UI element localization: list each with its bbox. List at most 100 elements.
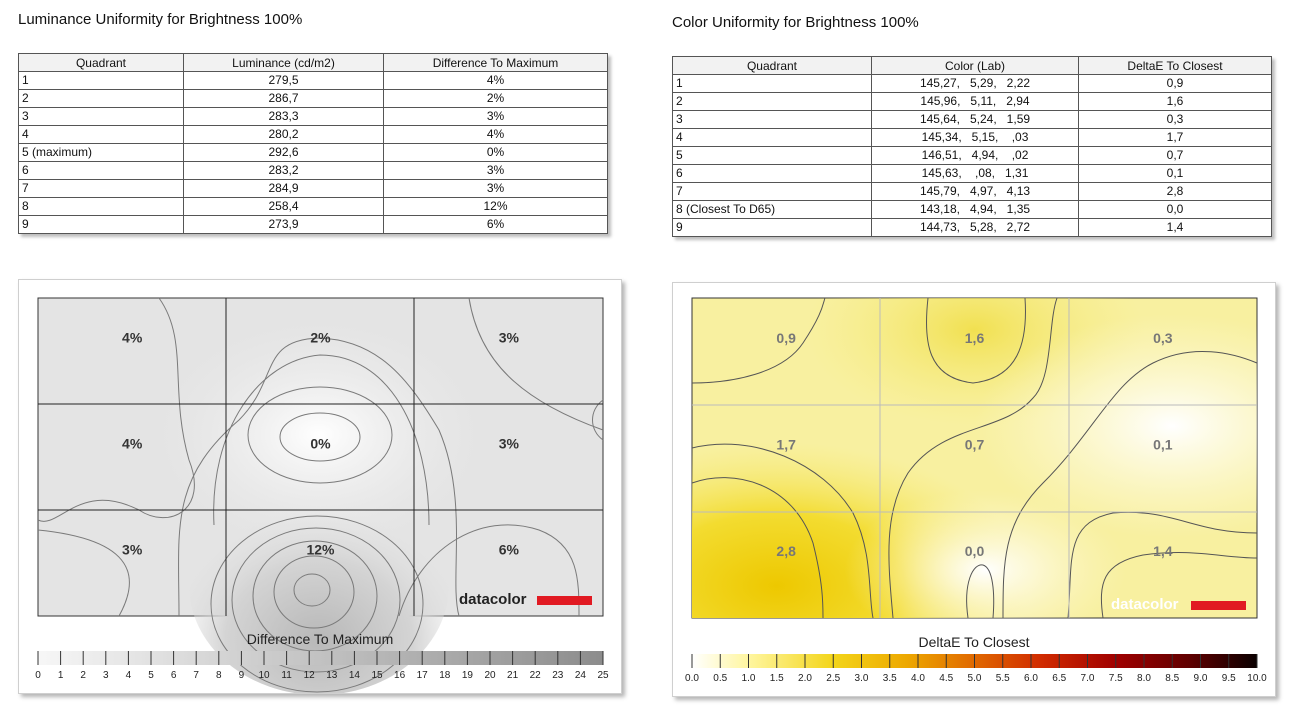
table-row: 4 280,2 4% bbox=[18, 125, 608, 144]
table-row: 6 283,2 3% bbox=[18, 161, 608, 180]
scale-tick-label: 0 bbox=[35, 670, 41, 681]
table-cell: 4 bbox=[18, 125, 184, 144]
scale-tick-label: 8.5 bbox=[1165, 673, 1179, 684]
datacolor-logo: datacolor bbox=[459, 591, 592, 608]
table-cell: 143,18, 4,94, 1,35 bbox=[871, 200, 1079, 219]
table-cell: 145,63, ,08, 1,31 bbox=[871, 164, 1079, 183]
table-cell: 146,51, 4,94, ,02 bbox=[871, 146, 1079, 165]
table-cell: 284,9 bbox=[183, 179, 384, 198]
scale-tick-label: 12 bbox=[304, 670, 316, 681]
quadrant-value-label: 0,9 bbox=[776, 330, 796, 346]
scale-tick-label: 3.0 bbox=[855, 673, 869, 684]
table-cell: 1 bbox=[18, 71, 184, 90]
deltae-color-scale: 0.0 0.5 1.0 1.5 2.0 2.5 3.0 3.5 4.0 4.5 5.0 5.5 6.0 6… bbox=[685, 654, 1267, 684]
table-row: 9 144,73, 5,28, 2,72 1,4 bbox=[672, 218, 1272, 237]
scale-tick-label: 15 bbox=[371, 670, 383, 681]
quadrant-value-label: 0,7 bbox=[965, 436, 985, 452]
table-row: 7 145,79, 4,97, 4,13 2,8 bbox=[672, 182, 1272, 201]
table-row: 8 258,4 12% bbox=[18, 197, 608, 216]
quadrant-value-label: 1,4 bbox=[1153, 543, 1173, 559]
table-cell: 5 bbox=[672, 146, 872, 165]
table-row: 2 145,96, 5,11, 2,94 1,6 bbox=[672, 92, 1272, 111]
table-cell: 2 bbox=[18, 89, 184, 108]
table-cell: 1,7 bbox=[1078, 128, 1272, 147]
scale-tick-label: 0.0 bbox=[685, 673, 699, 684]
scale-tick-label: 13 bbox=[326, 670, 338, 681]
table-cell: 4% bbox=[383, 125, 608, 144]
contour-lines bbox=[691, 297, 1258, 619]
scale-tick-label: 5 bbox=[148, 670, 154, 681]
quadrant-value-label: 3% bbox=[499, 330, 520, 346]
scale-tick-label: 16 bbox=[394, 670, 406, 681]
quadrant-value-label: 4% bbox=[122, 436, 143, 452]
heatmap-area: 0,9 1,6 0,3 1,7 0,7 0,1 2,8 0,0 1,4 datacolor bbox=[691, 297, 1258, 619]
table-row: 4 145,34, 5,15, ,03 1,7 bbox=[672, 128, 1272, 147]
table-row: 3 283,3 3% bbox=[18, 107, 608, 126]
table-cell: 4 bbox=[672, 128, 872, 147]
scale-tick-label: 1.0 bbox=[742, 673, 756, 684]
scale-tick-label: 9 bbox=[239, 670, 245, 681]
table-cell: 0,7 bbox=[1078, 146, 1272, 165]
table-cell: 145,96, 5,11, 2,94 bbox=[871, 92, 1079, 111]
table-cell: 7 bbox=[672, 182, 872, 201]
table-cell: 145,79, 4,97, 4,13 bbox=[871, 182, 1079, 201]
table-cell: 2,8 bbox=[1078, 182, 1272, 201]
table-cell: 283,3 bbox=[183, 107, 384, 126]
scale-tick-label: 7 bbox=[193, 670, 199, 681]
table-cell: 145,64, 5,24, 1,59 bbox=[871, 110, 1079, 129]
scale-tick-label: 25 bbox=[597, 670, 609, 681]
color-chart-panel: 0,9 1,6 0,3 1,7 0,7 0,1 2,8 0,0 1,4 datacolor De… bbox=[672, 282, 1276, 697]
scale-tick-label: 9.5 bbox=[1222, 673, 1236, 684]
table-cell: 9 bbox=[672, 218, 872, 237]
table-cell: 0% bbox=[383, 143, 608, 162]
scale-tick-label: 24 bbox=[575, 670, 587, 681]
scale-tick-label: 23 bbox=[552, 670, 564, 681]
luminance-color-scale: 0 1 2 3 4 5 6 7 8 9 10 11 12 13 14 15 16 17 18 19 20 21 22 23 24… bbox=[35, 651, 609, 681]
table-cell: 9 bbox=[18, 215, 184, 234]
table-cell: 2 bbox=[672, 92, 872, 111]
table-cell: 5 (maximum) bbox=[18, 143, 184, 162]
scale-tick-label: 21 bbox=[507, 670, 519, 681]
scale-tick-label: 1.5 bbox=[770, 673, 784, 684]
contour-lines bbox=[37, 297, 604, 693]
quadrant-value-label: 1,7 bbox=[776, 436, 796, 452]
table-row: 2 286,7 2% bbox=[18, 89, 608, 108]
table-cell: 0,0 bbox=[1078, 200, 1272, 219]
table-cell: 292,6 bbox=[183, 143, 384, 162]
table-cell: 279,5 bbox=[183, 71, 384, 90]
datacolor-logo: datacolor bbox=[1111, 596, 1246, 613]
scale-tick-label: 2.0 bbox=[798, 673, 812, 684]
quadrant-grid bbox=[38, 298, 603, 616]
table-cell: 8 (Closest To D65) bbox=[672, 200, 872, 219]
scale-tick-label: 11 bbox=[281, 670, 292, 681]
table-cell: 6 bbox=[18, 161, 184, 180]
table-cell: 4% bbox=[383, 71, 608, 90]
scale-tick-label: 4 bbox=[126, 670, 132, 681]
table-cell: 144,73, 5,28, 2,72 bbox=[871, 218, 1079, 237]
quadrant-value-label: 0,1 bbox=[1153, 436, 1173, 452]
table-row: 5 (maximum) 292,6 0% bbox=[18, 143, 608, 162]
scale-tick-label: 6 bbox=[171, 670, 177, 681]
quadrant-value-label: 2% bbox=[310, 330, 331, 346]
table-cell: 283,2 bbox=[183, 161, 384, 180]
quadrant-value-label: 0% bbox=[310, 436, 331, 452]
scale-tick-label: 10.0 bbox=[1247, 673, 1267, 684]
column-header: Quadrant bbox=[18, 53, 184, 72]
scale-tick-label: 5.0 bbox=[968, 673, 982, 684]
column-header: Quadrant bbox=[672, 56, 872, 75]
table-row: 1 279,5 4% bbox=[18, 71, 608, 90]
table-row: 3 145,64, 5,24, 1,59 0,3 bbox=[672, 110, 1272, 129]
quadrant-value-label: 0,0 bbox=[965, 543, 985, 559]
table-cell: 12% bbox=[383, 197, 608, 216]
table-header-row: Quadrant Luminance (cd/m2) Difference To… bbox=[18, 53, 608, 72]
table-cell: 286,7 bbox=[183, 89, 384, 108]
table-cell: 1,6 bbox=[1078, 92, 1272, 111]
table-row: 1 145,27, 5,29, 2,22 0,9 bbox=[672, 74, 1272, 93]
scale-tick-label: 9.0 bbox=[1194, 673, 1208, 684]
table-cell: 1,4 bbox=[1078, 218, 1272, 237]
scale-tick-label: 0.5 bbox=[713, 673, 727, 684]
table-cell: 8 bbox=[18, 197, 184, 216]
color-heatmap: 0,9 1,6 0,3 1,7 0,7 0,1 2,8 0,0 1,4 datacolor De… bbox=[685, 297, 1267, 684]
luminance-table: Quadrant Luminance (cd/m2) Difference To… bbox=[18, 53, 608, 234]
scale-tick-label: 3 bbox=[103, 670, 109, 681]
